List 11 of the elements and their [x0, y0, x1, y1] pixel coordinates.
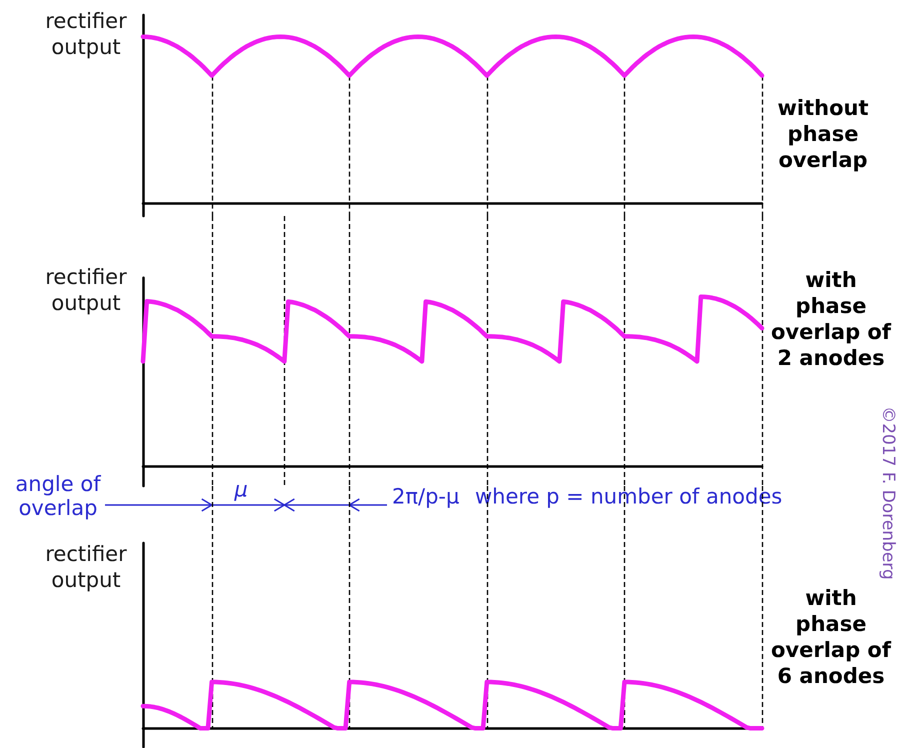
y-axis-title: rectifier output: [44, 8, 128, 60]
text: where p = number of anodes: [475, 484, 782, 510]
y-axis-title: rectifier output: [44, 541, 128, 593]
text: 2π/p-μ: [392, 484, 460, 510]
text: μ: [234, 478, 248, 502]
text: with phase overlap of 2 anodes: [770, 267, 892, 371]
text: without phase overlap: [776, 95, 870, 173]
text: with phase overlap of 6 anodes: [770, 585, 892, 689]
text: angle of overlap: [14, 472, 102, 520]
y-axis-title: rectifier output: [44, 264, 128, 316]
text: ©2017 F. Dorenberg: [878, 406, 897, 580]
